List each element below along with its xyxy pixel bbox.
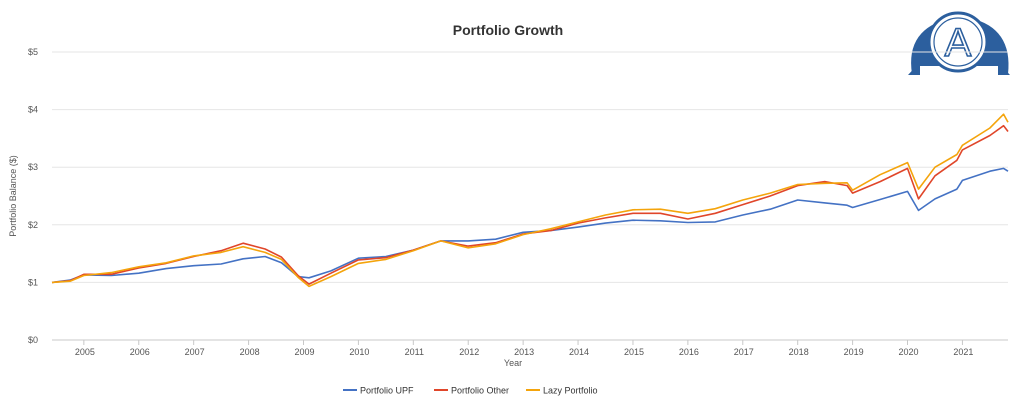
x-tick-label: 2009 [294, 347, 314, 357]
x-tick-label: 2019 [844, 347, 864, 357]
x-tick-label: 2016 [679, 347, 699, 357]
y-tick-label: $0 [28, 335, 38, 345]
y-tick-label: $1 [28, 277, 38, 287]
series-line-1[interactable] [51, 124, 1009, 285]
x-tick-label: 2018 [789, 347, 809, 357]
x-tick-label: 2012 [459, 347, 479, 357]
x-tick-label: 2013 [514, 347, 534, 357]
y-tick-label: $5 [28, 47, 38, 57]
badge-letter: A [945, 21, 972, 65]
y-tick-label: $2 [28, 220, 38, 230]
x-tick-label: 2010 [349, 347, 369, 357]
x-tick-label: 2014 [569, 347, 589, 357]
y-axis-label: Portfolio Balance ($) [8, 155, 18, 237]
series-line-2[interactable] [51, 113, 1009, 288]
x-tick-label: 2015 [624, 347, 644, 357]
x-tick-label: 2006 [130, 347, 150, 357]
y-axis-ticks: $0 $1 $2 $3 $4 $5 [28, 47, 38, 345]
grid-lines [52, 51, 1008, 283]
legend-label-other[interactable]: Portfolio Other [451, 386, 509, 396]
x-tick-label: 2011 [405, 347, 424, 357]
x-tick-label: 2021 [953, 347, 973, 357]
x-tick-label: 2005 [75, 347, 95, 357]
x-tick-label: 2007 [185, 347, 205, 357]
x-axis-ticks: 2005 2006 2007 2008 2009 2010 2011 2012 2013 2014… [75, 340, 973, 357]
series-lines [51, 113, 1009, 288]
legend-label-upf[interactable]: Portfolio UPF [360, 386, 414, 396]
brand-badge-icon: A [908, 11, 1010, 75]
legend: Portfolio UPF Portfolio Other Lazy Portf… [343, 386, 598, 396]
y-tick-label: $4 [28, 105, 38, 115]
x-tick-label: 2017 [734, 347, 754, 357]
x-tick-label: 2008 [240, 347, 260, 357]
y-tick-label: $3 [28, 162, 38, 172]
x-axis-label: Year [504, 358, 522, 368]
chart-title: Portfolio Growth [453, 22, 563, 38]
x-tick-label: 2020 [898, 347, 918, 357]
legend-label-lazy[interactable]: Lazy Portfolio [543, 386, 598, 396]
series-line-0[interactable] [51, 167, 1009, 284]
